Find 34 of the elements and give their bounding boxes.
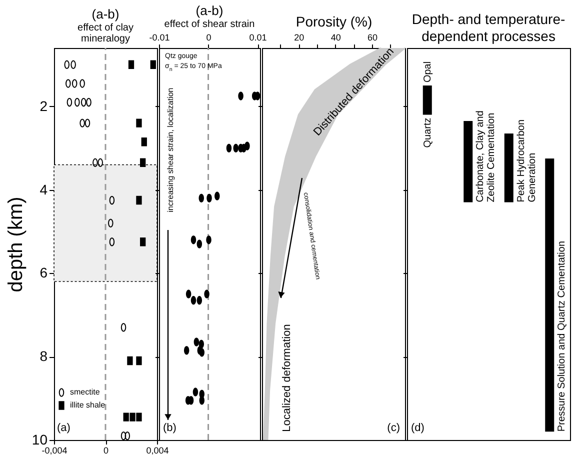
annotation: Quartz (422, 118, 434, 148)
x-tick-label: 0.01 (249, 32, 267, 42)
annotation: increasing shear strain, localization (166, 88, 175, 212)
y-tick-label: 8 (40, 348, 48, 364)
annotation: (d) (411, 422, 424, 434)
chart-subtitle: effect of shear strain (164, 19, 255, 30)
y-axis-title: depth (km) (4, 196, 27, 292)
annotation: (c) (387, 422, 400, 434)
legend-label: illite shale (70, 400, 106, 410)
annotation: (a) (57, 422, 70, 434)
x-tick-label: 0 (206, 32, 212, 42)
chart-title: (a-b) (92, 6, 120, 22)
category-label: Peak Hydrocarbon Generation (516, 119, 538, 202)
y-tick-label: 4 (40, 181, 48, 198)
x-tick-label: 0 (103, 446, 109, 456)
x-tick-label: 60 (367, 32, 378, 42)
chart-subtitle: effect of clay mineralogy (78, 22, 134, 44)
chart-title: (a-b) (196, 3, 224, 18)
legend-label: smectite (70, 388, 100, 396)
category-label: Carbonate, Clay and Zeolite Cementation (475, 110, 498, 202)
annotation: Opal (422, 61, 434, 83)
y-tick-label: 10 (32, 432, 48, 448)
x-tick-label: 40 (330, 32, 341, 42)
annotation: Localized deformation (281, 324, 293, 432)
category-label: Pressure Solution and Quartz Cementation (556, 240, 568, 432)
chart-title: Depth- and temperature-dependent processes (412, 11, 566, 44)
y-tick-label: 6 (40, 264, 48, 281)
x-axis-title: Porosity (%) (296, 14, 372, 30)
x-tick-label: 20 (294, 32, 304, 42)
x-tick-label: 0,004 (146, 446, 169, 456)
x-tick-label: -0,004 (42, 446, 68, 456)
x-tick-label: -0.01 (149, 32, 170, 42)
y-tick-label: 2 (40, 98, 48, 114)
annotation: (b) (163, 422, 176, 434)
